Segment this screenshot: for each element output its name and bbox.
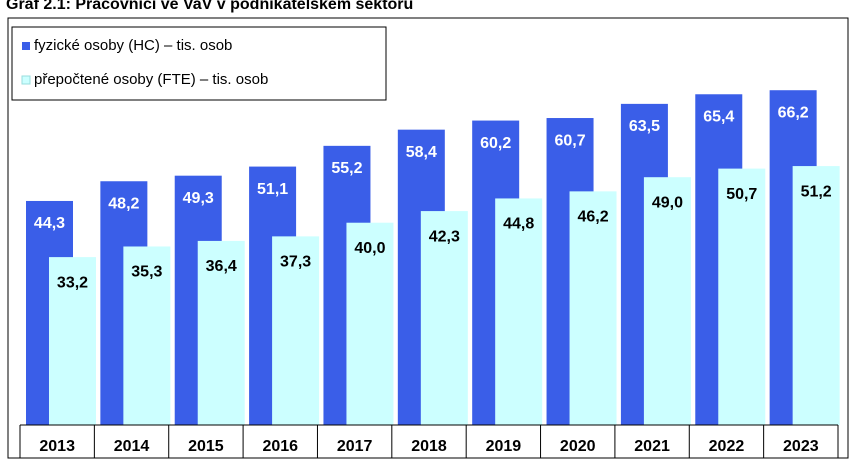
data-label: 35,3 xyxy=(131,264,162,281)
bar xyxy=(346,222,394,425)
data-label: 44,8 xyxy=(503,216,534,233)
data-label: 49,3 xyxy=(183,190,214,207)
bar xyxy=(495,198,543,425)
legend-swatch xyxy=(22,42,30,50)
data-label: 60,7 xyxy=(554,132,585,149)
data-label: 55,2 xyxy=(331,160,362,177)
data-label: 63,5 xyxy=(629,118,660,135)
x-tick-label: 2020 xyxy=(560,438,596,455)
data-label: 40,0 xyxy=(354,240,385,257)
bar xyxy=(792,166,840,425)
x-tick-label: 2016 xyxy=(262,438,298,455)
chart-title: Graf 2.1: Pracovníci ve VaV v podnikatel… xyxy=(6,0,413,13)
bar xyxy=(272,236,320,425)
data-label: 33,2 xyxy=(57,274,88,291)
data-label: 58,4 xyxy=(406,144,437,161)
data-label: 44,3 xyxy=(34,215,65,232)
bar xyxy=(420,211,468,425)
x-tick-label: 2019 xyxy=(486,438,522,455)
legend-swatch xyxy=(21,75,31,85)
data-label: 48,2 xyxy=(108,195,139,212)
data-label: 46,2 xyxy=(577,209,608,226)
data-label: 36,4 xyxy=(206,258,237,275)
data-label: 66,2 xyxy=(778,104,809,121)
bar xyxy=(569,191,617,425)
bar xyxy=(643,177,691,425)
bar xyxy=(197,240,245,425)
x-tick-label: 2017 xyxy=(337,438,373,455)
data-label: 49,0 xyxy=(652,194,683,211)
data-label: 50,7 xyxy=(726,186,757,203)
bar xyxy=(123,246,171,425)
data-label: 37,3 xyxy=(280,254,311,271)
x-tick-label: 2014 xyxy=(114,438,150,455)
bar xyxy=(49,257,96,425)
data-label: 51,1 xyxy=(257,181,288,198)
data-label: 60,2 xyxy=(480,135,511,152)
legend-label: přepočtené osoby (FTE) – tis. osob xyxy=(34,71,268,88)
legend-label: fyzické osoby (HC) – tis. osob xyxy=(34,37,232,54)
x-tick-label: 2015 xyxy=(188,438,224,455)
data-label: 42,3 xyxy=(429,228,460,245)
x-tick-label: 2013 xyxy=(39,438,75,455)
x-tick-label: 2023 xyxy=(783,438,819,455)
x-tick-label: 2021 xyxy=(634,438,670,455)
x-tick-label: 2022 xyxy=(709,438,745,455)
bar xyxy=(718,168,766,426)
data-label: 51,2 xyxy=(801,183,832,200)
data-label: 65,4 xyxy=(703,108,734,125)
x-tick-label: 2018 xyxy=(411,438,447,455)
legend xyxy=(11,26,387,101)
